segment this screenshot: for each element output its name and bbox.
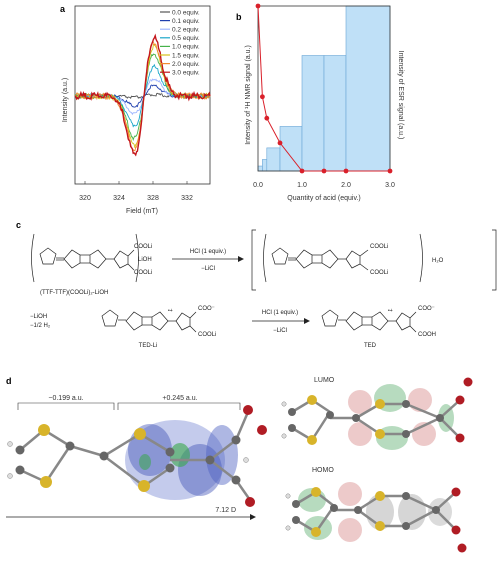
x-tick-label: 0.0 (253, 182, 263, 189)
panel-a-xticks: 320 324 328 332 (79, 195, 193, 202)
panel-c: c COOLi COOLi LiOH (TTF-TTF)(COOLi)₂-LiO… (16, 220, 497, 349)
homo-label: HOMO (312, 467, 334, 474)
esr-bar (266, 147, 281, 172)
panel-b-xlabel: Quantity of acid (equiv.) (287, 195, 360, 202)
x-tick-label: 320 (79, 195, 91, 202)
arrow-2-byproduct: −LiCl (273, 328, 287, 334)
cooli-label: COOLi (198, 332, 216, 338)
lumo-label: LUMO (314, 377, 335, 384)
panel-b-ylabel-right: Intensity of ESR signal (a.u.) (397, 51, 404, 140)
lioh-label: LiOH (138, 257, 152, 263)
legend-entry: 0.0 equiv. (172, 9, 200, 16)
esr-bars (257, 5, 391, 172)
nmr-point (277, 140, 283, 146)
nmr-point (299, 168, 305, 174)
h2o-label: H₂O (432, 258, 444, 264)
arrow-head-icon (304, 318, 310, 324)
coo-label: COO⁻ (418, 306, 435, 312)
compound-ted (321, 309, 417, 333)
compound-1-name: (TTF-TTF)(COOLi)₂-LiOH (40, 290, 108, 296)
esr-bar (323, 55, 347, 172)
coo-label: COO⁻ (198, 306, 215, 312)
panel-a-tick-marks (84, 181, 188, 184)
panel-b: b Intensity of ¹H NMR signal (a.u.) Inte… (236, 3, 404, 202)
nmr-line (257, 5, 390, 172)
compound-ttf-ttf-cooli (31, 233, 139, 283)
esr-bar (279, 126, 303, 172)
panel-a-xlabel: Field (mT) (126, 208, 158, 215)
charge-right-label: +0.245 a.u. (162, 395, 197, 402)
arrow-head-icon (250, 514, 256, 520)
esr-bar (262, 159, 268, 172)
nmr-point (387, 168, 393, 174)
esr-series-line (74, 33, 211, 157)
nmr-point (255, 3, 261, 9)
esr-bar (345, 5, 391, 172)
lioh-loss-label: −LiOH (30, 314, 47, 320)
nmr-point (343, 168, 349, 174)
dipole-label: 7.12 D (215, 507, 236, 514)
x-tick-label: 2.0 (341, 182, 351, 189)
cooli-label: COOLi (370, 244, 388, 250)
legend-entry: 2.0 equiv. (172, 61, 200, 68)
legend-entry: 0.1 equiv. (172, 18, 200, 25)
arrow-head-icon (238, 256, 244, 262)
panel-a-legend: 0.0 equiv. 0.1 equiv. 0.2 equiv.0.5 equiv.… (160, 9, 200, 77)
cooli-label: COOLi (370, 270, 388, 276)
x-tick-label: 1.0 (297, 182, 307, 189)
nmr-points (255, 3, 393, 174)
panel-a: a Intensity (a.u.) Field (mT) 320 324 32… (60, 4, 211, 215)
panel-c-label: c (16, 220, 21, 230)
h2-loss-label: −1/2 H₂ (30, 323, 51, 329)
charge-left-label: −0.199 a.u. (48, 395, 83, 402)
cooh-label: COOH (418, 332, 436, 338)
nmr-point (264, 115, 270, 121)
cooli-label: COOLi (134, 244, 152, 250)
arrow-1-byproduct: −LiCl (201, 266, 215, 272)
radical-cation-label: •+ (168, 308, 173, 314)
legend-entry: 0.2 equiv. (172, 27, 200, 34)
compound-ted-li (101, 309, 197, 333)
esr-bar (301, 55, 325, 172)
esr-bar (257, 165, 263, 172)
panel-a-label: a (60, 4, 66, 14)
panel-d: d −0.199 a.u. +0.245 a.u. (6, 376, 473, 553)
arrow-1-reagent: HCl (1 equiv.) (190, 249, 226, 255)
legend-entry: 3.0 equiv. (172, 70, 200, 77)
x-tick-label: 332 (181, 195, 193, 202)
panel-b-xticks: 0.0 1.0 2.0 3.0 (253, 182, 395, 189)
compound-hydrate (251, 229, 497, 291)
legend-entry: 0.5 equiv. (172, 35, 200, 42)
molecule-model-left (7, 405, 267, 507)
x-tick-label: 324 (113, 195, 125, 202)
nmr-point (321, 168, 327, 174)
panel-a-ylabel: Intensity (a.u.) (62, 78, 69, 122)
legend-entry: 1.0 equiv. (172, 44, 200, 51)
panel-d-label: d (6, 376, 12, 386)
nmr-point (260, 94, 265, 100)
x-tick-label: 328 (147, 195, 159, 202)
x-tick-label: 3.0 (385, 182, 395, 189)
cooli-label: COOLi (134, 270, 152, 276)
ted-li-name: TED-Li (139, 343, 158, 349)
lumo-orbital (281, 377, 473, 450)
homo-orbital (285, 482, 467, 553)
legend-entry: 1.5 equiv. (172, 52, 200, 59)
esr-spectra (74, 33, 211, 157)
ted-name: TED (364, 343, 377, 349)
panel-b-label: b (236, 12, 242, 22)
arrow-2-reagent: HCl (1 equiv.) (262, 310, 298, 316)
panel-b-ylabel-left: Intensity of ¹H NMR signal (a.u.) (245, 45, 252, 145)
radical-cation-label: •+ (388, 308, 393, 314)
charge-brackets (17, 402, 241, 410)
